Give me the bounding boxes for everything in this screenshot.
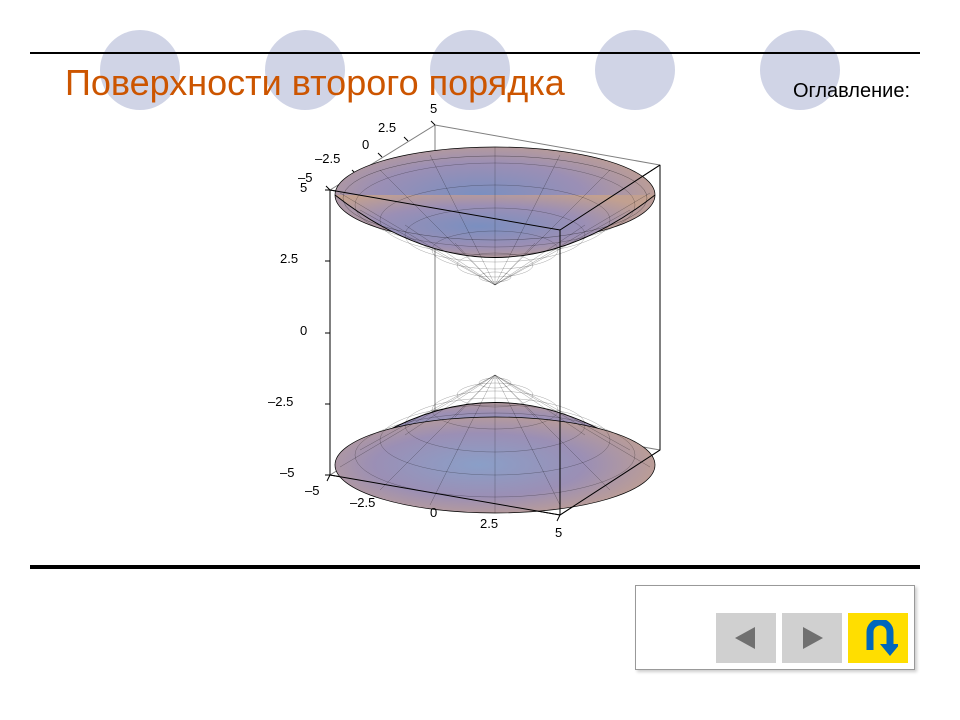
axis-tick-z: 0 <box>300 323 307 338</box>
axis-tick-y: –2.5 <box>315 151 340 166</box>
slide: Поверхности второго порядка Оглавление: <box>0 0 960 720</box>
axis-tick-z: –5 <box>280 465 294 480</box>
axis-tick-y: –5 <box>298 170 312 185</box>
arrow-right-icon <box>797 623 827 653</box>
toc-label: Оглавление: <box>793 80 910 103</box>
upper-sheet <box>335 147 655 285</box>
next-button[interactable] <box>782 613 842 663</box>
axis-tick-x: 5 <box>555 525 562 540</box>
return-button[interactable] <box>848 613 908 663</box>
axis-tick-z: –2.5 <box>268 394 293 409</box>
axis-tick-x: –5 <box>305 483 319 498</box>
axis-tick-y: 0 <box>362 137 369 152</box>
nav-panel <box>635 585 915 670</box>
bottom-rule <box>30 565 920 569</box>
axis-tick-y: 2.5 <box>378 120 396 135</box>
axis-tick-z: 2.5 <box>280 251 298 266</box>
axis-tick-x: 2.5 <box>480 516 498 531</box>
u-turn-icon <box>858 620 898 656</box>
axis-tick-x: –2.5 <box>350 495 375 510</box>
axis-tick-y: 5 <box>430 101 437 116</box>
prev-button[interactable] <box>716 613 776 663</box>
axis-tick-x: 0 <box>430 505 437 520</box>
lower-sheet <box>335 375 655 513</box>
hyperboloid-plot: –5 –2.5 0 2.5 5 –5 –2.5 0 2.5 5 –5 –2.5 … <box>230 95 710 550</box>
arrow-left-icon <box>731 623 761 653</box>
top-rule <box>30 52 920 54</box>
